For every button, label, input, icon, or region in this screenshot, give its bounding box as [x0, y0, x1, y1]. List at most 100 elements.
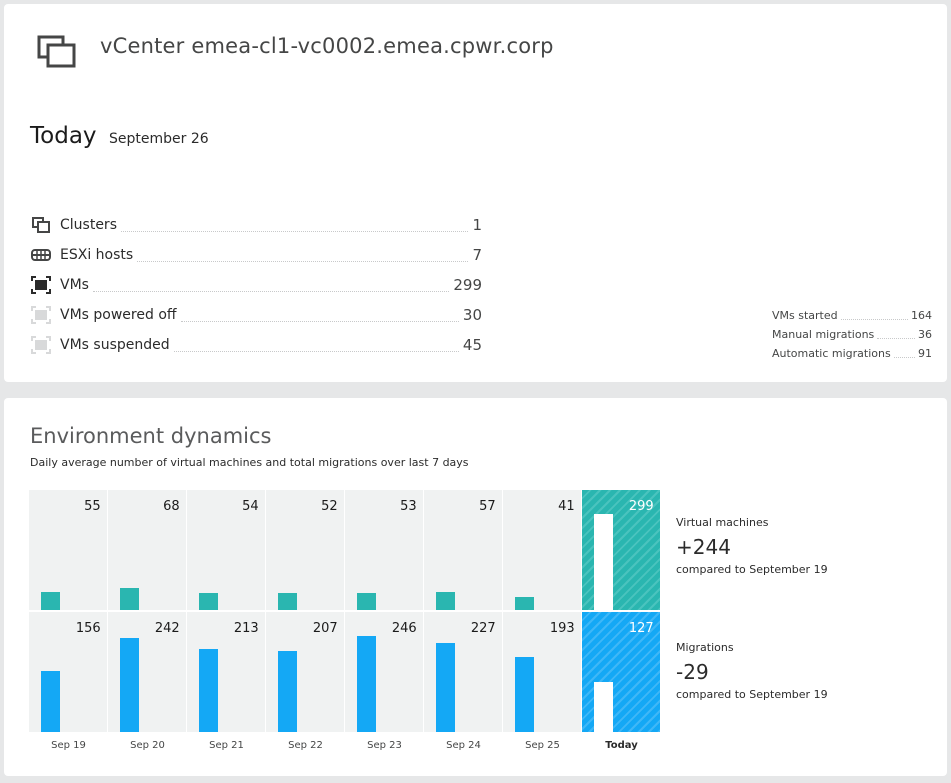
section-title: Environment dynamics [30, 424, 272, 448]
vm-summary: Virtual machines +244 compared to Septem… [676, 516, 828, 576]
vm-bar [594, 514, 613, 610]
migrations-summary: Migrations -29 compared to September 19 [676, 641, 828, 701]
vm-value-label: 68 [163, 499, 180, 514]
vm-summary-delta: +244 [676, 535, 731, 559]
migration-bar [278, 651, 297, 732]
migration-cell-3[interactable]: 213 [187, 612, 265, 732]
vm-icon [30, 275, 52, 295]
dotted-leader [893, 357, 915, 358]
vm-bar [41, 592, 60, 610]
migration-cell-6[interactable]: 227 [424, 612, 502, 732]
vm-suspended-icon [30, 335, 52, 355]
vm-cell-5[interactable]: 53 [345, 490, 423, 610]
vm-value-label: 57 [479, 499, 496, 514]
stat-label: ESXi hosts [60, 247, 138, 263]
migration-value-label: 213 [233, 621, 259, 636]
migration-cell-7[interactable]: 193 [503, 612, 581, 732]
migration-bar [594, 682, 613, 732]
dotted-leader [173, 350, 459, 352]
mini-stat-value: 91 [918, 347, 932, 360]
stat-esxi-hosts[interactable]: ESXi hosts 7 [30, 240, 482, 270]
esxi-host-icon [30, 245, 52, 265]
migration-value-label: 193 [549, 621, 575, 636]
stat-vms-suspended[interactable]: VMs suspended 45 [30, 330, 482, 360]
vcenter-summary-card: vCenter emea-cl1-vc0002.emea.cpwr.corp T… [4, 4, 947, 382]
vm-bar [278, 593, 297, 610]
vm-bar [120, 588, 139, 610]
today-date: September 26 [109, 131, 209, 147]
migrations-summary-delta: -29 [676, 660, 709, 684]
migration-cell-5[interactable]: 246 [345, 612, 423, 732]
mini-stat-automatic-migrations: Automatic migrations 91 [772, 344, 932, 363]
x-tick-label: Sep 23 [367, 740, 402, 751]
x-tick-label: Sep 24 [446, 740, 481, 751]
dynamics-chart: 55 68 54 52 53 57 41 299 156 242 213 207 246 227 193 12… [29, 490, 661, 733]
vm-value-label: 41 [558, 499, 575, 514]
vm-cell-1[interactable]: 55 [29, 490, 107, 610]
mini-stat-manual-migrations: Manual migrations 36 [772, 325, 932, 344]
migrations-summary-note: compared to September 19 [676, 688, 828, 701]
vm-cell-4[interactable]: 52 [266, 490, 344, 610]
dotted-leader [137, 260, 469, 262]
vm-bar [199, 592, 218, 610]
vm-bar [515, 596, 534, 610]
dotted-leader [840, 319, 908, 320]
vm-cell-6[interactable]: 57 [424, 490, 502, 610]
dotted-leader [120, 230, 469, 232]
x-tick-label: Sep 21 [209, 740, 244, 751]
migration-bar [357, 636, 376, 732]
mini-stat-label: VMs started [772, 309, 838, 322]
environment-dynamics-card: Environment dynamics Daily average numbe… [4, 398, 947, 776]
vm-bar [357, 592, 376, 610]
stat-value: 299 [449, 276, 482, 294]
dotted-leader [92, 290, 450, 292]
mini-stat-value: 164 [911, 309, 932, 322]
x-tick-label: Sep 19 [51, 740, 86, 751]
stat-value: 45 [458, 336, 482, 354]
migration-cell-2[interactable]: 242 [108, 612, 186, 732]
migration-bar [41, 671, 60, 732]
stat-value: 30 [458, 306, 482, 324]
stat-label: Clusters [60, 217, 121, 233]
inventory-stats: Clusters 1 ESXi hosts 7 VMs 299 VMs powe… [30, 210, 482, 360]
migration-bar [199, 648, 218, 732]
chart-x-axis: Sep 19 Sep 20 Sep 21 Sep 22 Sep 23 Sep 24 Sep … [29, 740, 661, 754]
x-tick-label: Sep 25 [525, 740, 560, 751]
section-subtitle: Daily average number of virtual machines… [30, 456, 469, 469]
migration-cell-4[interactable]: 207 [266, 612, 344, 732]
event-stats: VMs started 164 Manual migrations 36 Aut… [772, 306, 932, 363]
vm-powered-off-icon [30, 305, 52, 325]
migration-bar [436, 643, 455, 732]
x-tick-label: Sep 22 [288, 740, 323, 751]
vm-cell-3[interactable]: 54 [187, 490, 265, 610]
clusters-icon [30, 215, 52, 235]
stat-value: 1 [468, 216, 482, 234]
migration-cell-1[interactable]: 156 [29, 612, 107, 732]
stat-vms[interactable]: VMs 299 [30, 270, 482, 300]
stat-label: VMs [60, 277, 93, 293]
mini-stat-label: Manual migrations [772, 328, 875, 341]
migration-bar [515, 656, 534, 732]
migration-value-label: 207 [312, 621, 338, 636]
mini-stat-vms-started: VMs started 164 [772, 306, 932, 325]
stat-vms-powered-off[interactable]: VMs powered off 30 [30, 300, 482, 330]
x-tick-label: Today [605, 740, 638, 751]
migration-bar [120, 637, 139, 732]
vm-value-label: 53 [400, 499, 417, 514]
migration-cell-8[interactable]: 127 [582, 612, 660, 732]
vm-cell-8[interactable]: 299 [582, 490, 660, 610]
vm-bar [436, 591, 455, 610]
migration-value-label: 127 [628, 621, 654, 636]
vm-cell-7[interactable]: 41 [503, 490, 581, 610]
vcenter-icon [36, 34, 80, 70]
vm-value-label: 55 [84, 499, 101, 514]
today-heading: Today [30, 123, 97, 149]
vm-cell-2[interactable]: 68 [108, 490, 186, 610]
dotted-leader [180, 320, 459, 322]
vm-value-label: 52 [321, 499, 338, 514]
migrations-summary-title: Migrations [676, 641, 734, 654]
migration-value-label: 242 [154, 621, 180, 636]
stat-label: VMs powered off [60, 307, 181, 323]
x-tick-label: Sep 20 [130, 740, 165, 751]
stat-clusters[interactable]: Clusters 1 [30, 210, 482, 240]
